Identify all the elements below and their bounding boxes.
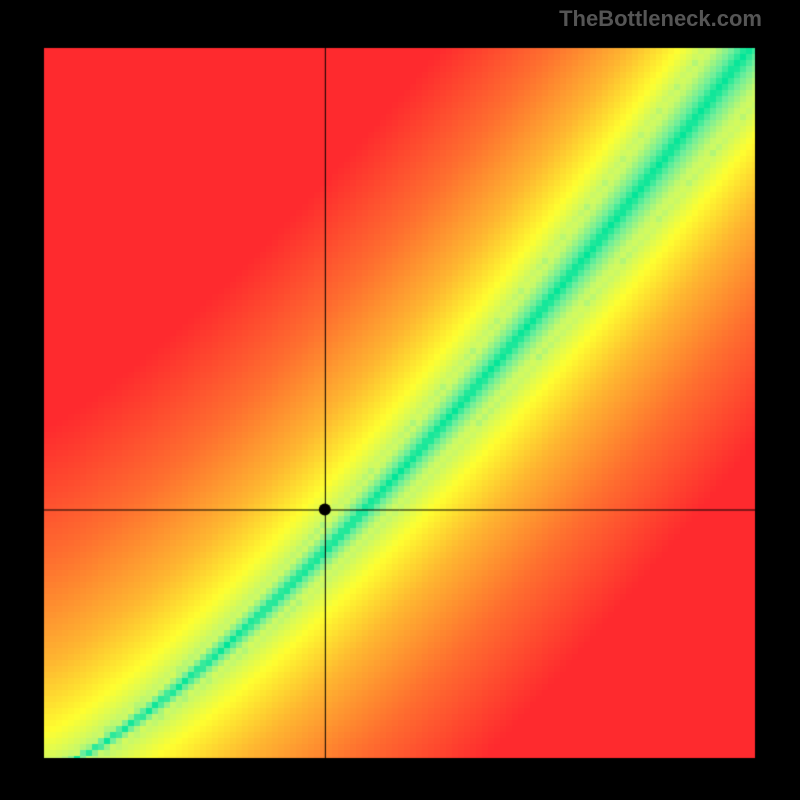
bottleneck-heatmap bbox=[0, 0, 800, 800]
chart-container: TheBottleneck.com bbox=[0, 0, 800, 800]
watermark-text: TheBottleneck.com bbox=[559, 6, 762, 32]
